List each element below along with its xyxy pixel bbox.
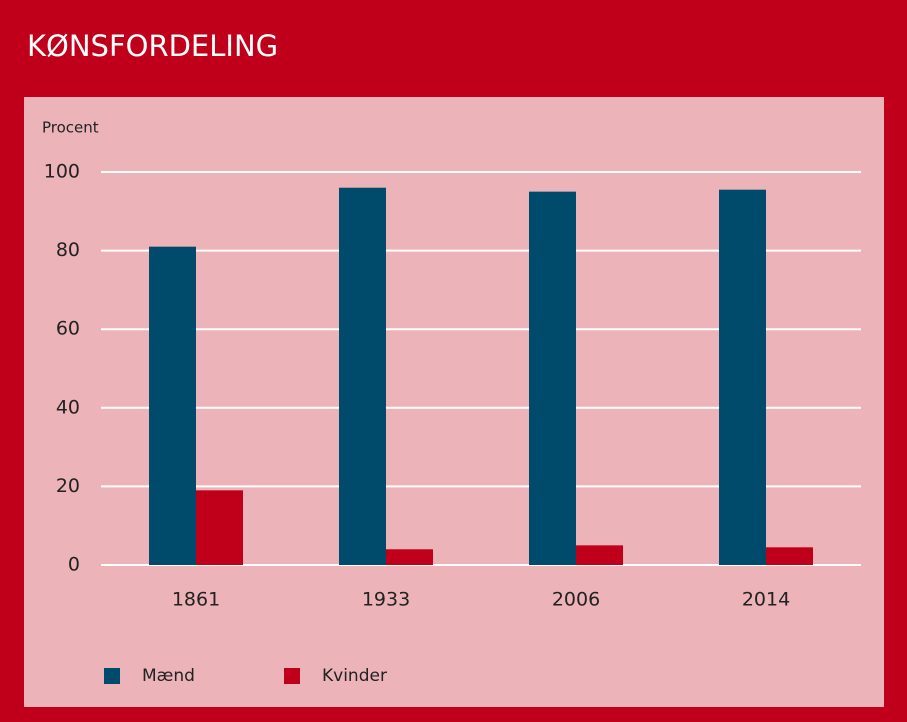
bar bbox=[149, 246, 196, 566]
y-tick-label: 80 bbox=[56, 239, 80, 261]
bar bbox=[576, 545, 623, 565]
legend-label: Kvinder bbox=[322, 666, 387, 686]
y-tick-label: 60 bbox=[56, 318, 80, 340]
y-tick-label: 40 bbox=[56, 396, 80, 418]
y-tick-label: 100 bbox=[44, 161, 80, 183]
bar bbox=[339, 187, 386, 565]
y-axis-label: Procent bbox=[42, 119, 99, 137]
bar bbox=[386, 549, 433, 565]
legend-swatch bbox=[104, 668, 120, 684]
x-tick-label: 1933 bbox=[362, 589, 410, 611]
chart-title: KØNSFORDELING bbox=[27, 29, 278, 63]
bar bbox=[196, 490, 243, 565]
bar bbox=[719, 189, 766, 565]
y-tick-label: 0 bbox=[68, 554, 80, 576]
bar bbox=[529, 191, 576, 565]
legend-swatch bbox=[284, 668, 300, 684]
bar bbox=[766, 547, 813, 565]
y-tick-label: 20 bbox=[56, 475, 80, 497]
x-tick-label: 2014 bbox=[742, 589, 790, 611]
x-tick-label: 1861 bbox=[172, 589, 220, 611]
legend-label: Mænd bbox=[142, 666, 195, 686]
x-tick-label: 2006 bbox=[552, 589, 600, 611]
